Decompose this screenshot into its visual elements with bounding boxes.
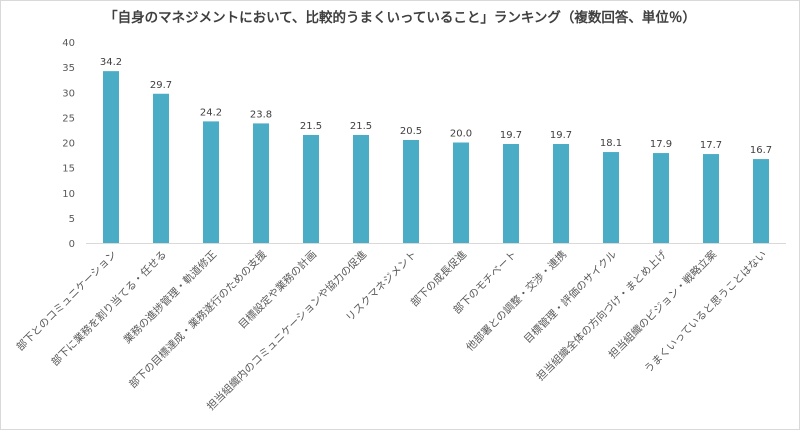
bar: [403, 139, 419, 243]
bar: [153, 93, 169, 243]
data-label: 20.0: [450, 129, 472, 140]
data-label: 19.7: [550, 130, 572, 141]
data-label: 20.5: [400, 126, 422, 137]
y-tick-label: 35: [62, 63, 75, 74]
data-label: 16.7: [750, 145, 772, 156]
y-tick-label: 30: [62, 88, 75, 99]
data-label: 18.1: [600, 138, 622, 149]
y-tick-label: 20: [62, 139, 75, 150]
bar: [553, 144, 569, 243]
y-tick-label: 25: [62, 113, 75, 124]
data-label: 17.7: [700, 140, 722, 151]
data-label: 24.2: [200, 107, 222, 118]
y-tick-label: 15: [62, 164, 75, 175]
y-tick-label: 10: [62, 189, 75, 200]
bar: [503, 144, 519, 243]
x-tick-label: 部下とのコミュニケーション: [14, 248, 119, 353]
x-tick-label: 他部署との調整・交渉・連携: [463, 248, 569, 354]
bar: [103, 71, 119, 244]
bar: [653, 153, 669, 243]
bar: [703, 154, 719, 243]
x-tick-label: 担当組織のビジョン・戦略立案: [606, 248, 719, 361]
data-label: 19.7: [500, 130, 522, 141]
data-label: 29.7: [150, 80, 172, 91]
bar: [203, 121, 219, 243]
bar: [453, 142, 469, 243]
data-label: 17.9: [650, 139, 672, 150]
data-label: 23.8: [250, 109, 272, 120]
data-label: 21.5: [300, 121, 322, 132]
x-tick-label: 業務の進捗管理・軌道修正: [121, 248, 219, 346]
y-tick-label: 0: [69, 239, 75, 250]
bar: [753, 159, 769, 243]
y-tick-label: 40: [62, 38, 75, 49]
data-label: 21.5: [350, 121, 372, 132]
bar: [353, 134, 369, 243]
y-tick-label: 5: [69, 214, 75, 225]
bar: [253, 123, 269, 243]
x-tick-label: 目標管理・評価のサイクル: [521, 248, 619, 346]
chart-title: 「自身のマネジメントにおいて、比較的うまくいっていること」ランキング（複数回答、…: [104, 9, 696, 26]
data-label: 34.2: [100, 57, 122, 68]
bar: [303, 134, 319, 243]
bar: [603, 152, 619, 243]
